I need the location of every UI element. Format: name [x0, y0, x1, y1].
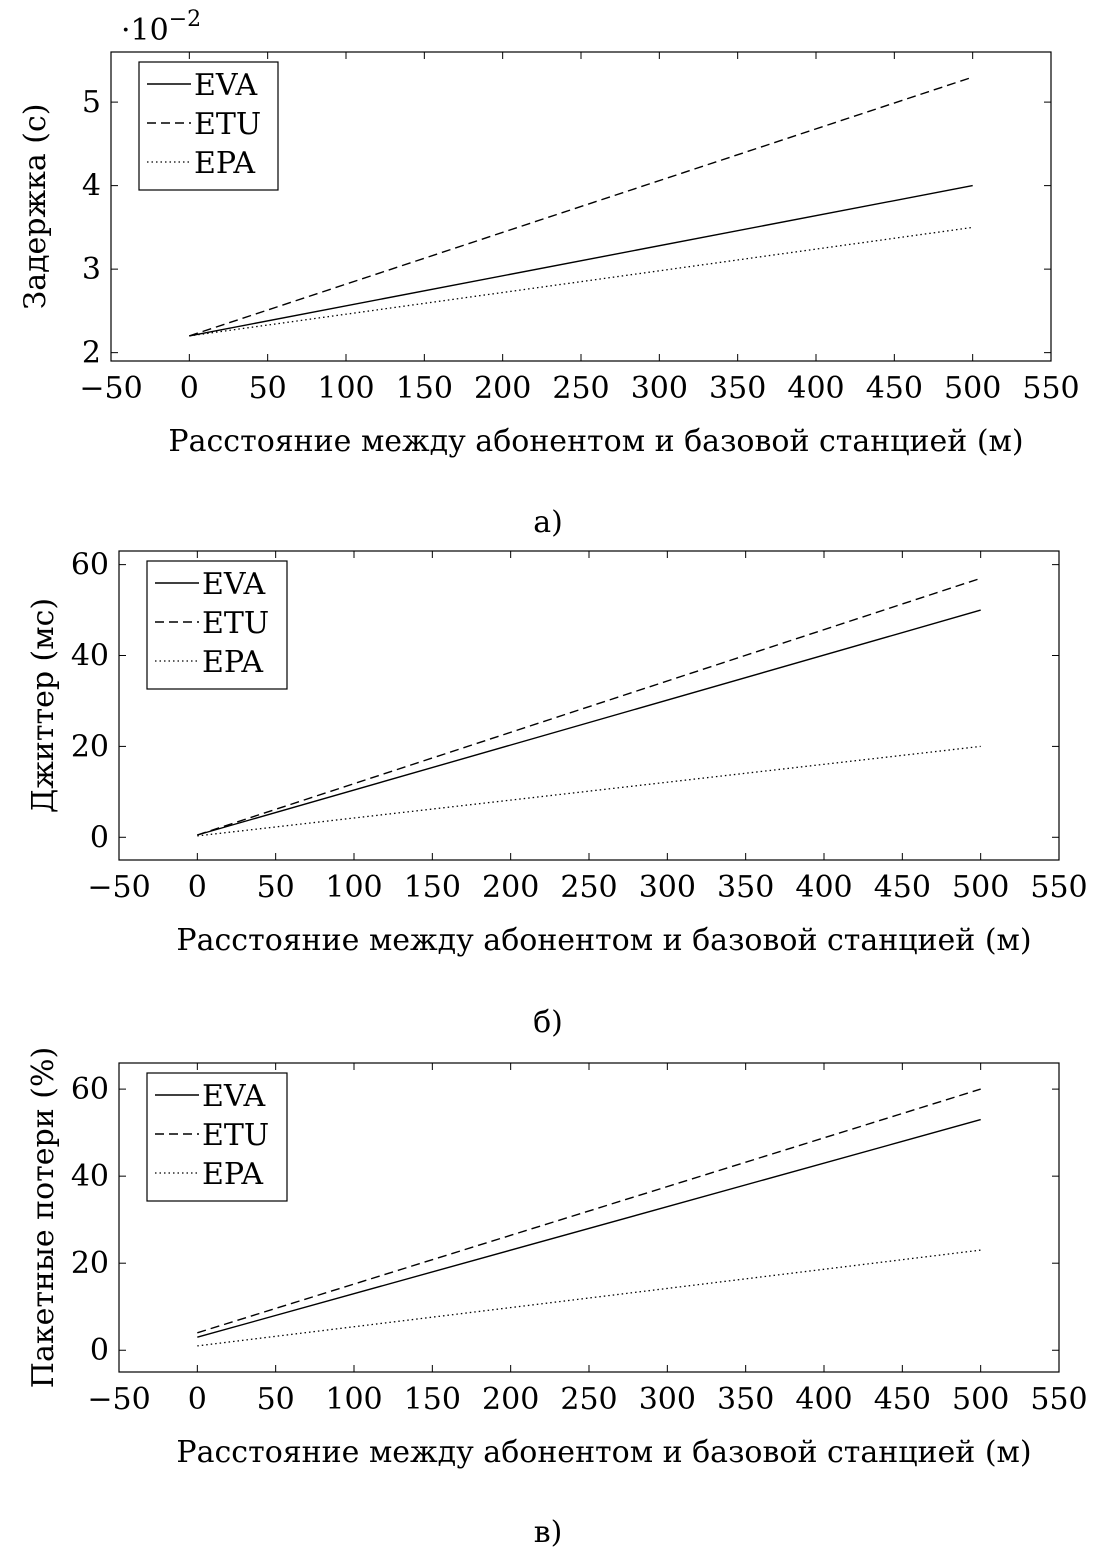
legend-label-epa: EPA	[202, 645, 263, 680]
x-tick-label: 150	[404, 870, 461, 905]
series-line-eva	[197, 609, 981, 836]
x-tick-label: 250	[552, 371, 609, 406]
y-tick-label: 5	[82, 85, 101, 120]
y-scale-factor: ·10−2	[121, 7, 201, 48]
x-tick-label: 450	[874, 1382, 931, 1417]
x-tick-label: 400	[795, 870, 852, 905]
x-tick-label: 200	[474, 371, 531, 406]
x-tick-label: 500	[952, 1382, 1009, 1417]
x-tick-label: 550	[1022, 371, 1079, 406]
x-tick-label: 450	[874, 870, 931, 905]
y-tick-label: 40	[71, 639, 109, 674]
y-tick-label: 60	[71, 548, 109, 583]
y-tick-label: 0	[90, 1333, 109, 1368]
chart-panel-1: −50 0 50 100 150 200 250 300 350 400 450 500 550 2 3 4 5…	[18, 7, 1080, 540]
y-tick-label: 3	[82, 252, 101, 287]
x-tick-label: 100	[325, 870, 382, 905]
x-tick-label: 350	[717, 870, 774, 905]
x-tick-label: 200	[482, 870, 539, 905]
legend-label-etu: ETU	[194, 107, 261, 142]
y-tick-label: 60	[71, 1072, 109, 1107]
legend-label-etu: ETU	[202, 606, 269, 641]
y-axis-label: Джиттер (мс)	[26, 598, 61, 813]
y-tick-label: 4	[82, 169, 101, 204]
y-tick-label: 2	[82, 336, 101, 371]
y-tick-label: 20	[71, 1246, 109, 1281]
x-tick-label: 500	[944, 371, 1001, 406]
chart-panel-2: −50 0 50 100 150 200 250 300 350 400 450 500 550 0 20 4…	[26, 548, 1088, 1040]
x-axis-label: Расстояние между абонентом и базовой ста…	[176, 923, 1031, 958]
x-tick-label: −50	[79, 371, 142, 406]
legend-label-eva: EVA	[202, 567, 266, 602]
series-line-epa	[197, 745, 981, 837]
series-line-epa	[197, 1249, 981, 1347]
y-tick-label: 40	[71, 1159, 109, 1194]
x-tick-label: 300	[631, 371, 688, 406]
x-tick-label: 400	[795, 1382, 852, 1417]
x-tick-label: 450	[866, 371, 923, 406]
x-tick-label: 0	[188, 870, 207, 905]
chart-panel-3: −50 0 50 100 150 200 250 300 350 400 450 500 550 0 20 4…	[26, 1047, 1088, 1550]
x-tick-label: 150	[404, 1382, 461, 1417]
x-tick-label: 100	[325, 1382, 382, 1417]
legend: EVA ETU EPA	[146, 560, 288, 690]
subfigure-caption: а)	[533, 505, 563, 540]
legend: EVA ETU EPA	[138, 61, 279, 191]
series-line-eva	[197, 1118, 981, 1338]
legend-label-epa: EPA	[202, 1157, 263, 1192]
legend: EVA ETU EPA	[146, 1072, 288, 1202]
x-tick-label: 550	[1030, 870, 1087, 905]
y-tick-label: 20	[71, 729, 109, 764]
series-line-epa	[189, 226, 973, 337]
subfigure-caption: б)	[533, 1005, 563, 1040]
series-line-etu	[189, 76, 973, 337]
x-tick-label: −50	[87, 870, 150, 905]
x-tick-label: 300	[639, 870, 696, 905]
x-tick-label: 200	[482, 1382, 539, 1417]
legend-label-epa: EPA	[194, 146, 255, 181]
x-tick-label: 50	[257, 1382, 295, 1417]
x-tick-label: 150	[396, 371, 453, 406]
x-tick-label: 100	[317, 371, 374, 406]
x-tick-label: 0	[180, 371, 199, 406]
y-tick-label: 0	[90, 820, 109, 855]
x-tick-label: 50	[257, 870, 295, 905]
legend-label-etu: ETU	[202, 1118, 269, 1153]
legend-label-eva: EVA	[202, 1079, 266, 1114]
x-tick-label: 550	[1030, 1382, 1087, 1417]
x-tick-label: 300	[639, 1382, 696, 1417]
x-tick-label: 350	[717, 1382, 774, 1417]
subfigure-caption: в)	[534, 1515, 563, 1550]
x-tick-label: 0	[188, 1382, 207, 1417]
x-tick-label: 50	[249, 371, 287, 406]
series-line-eva	[189, 184, 973, 337]
x-axis-label: Расстояние между абонентом и базовой ста…	[176, 1435, 1031, 1470]
series-line-etu	[197, 1088, 981, 1334]
x-tick-label: 350	[709, 371, 766, 406]
series-line-etu	[197, 577, 981, 836]
x-tick-label: 250	[560, 870, 617, 905]
x-tick-label: 250	[560, 1382, 617, 1417]
x-tick-label: 500	[952, 870, 1009, 905]
x-tick-label: 400	[787, 371, 844, 406]
y-axis-label: Задержка (с)	[18, 104, 53, 310]
x-axis-label: Расстояние между абонентом и базовой ста…	[168, 424, 1023, 459]
legend-label-eva: EVA	[194, 68, 258, 103]
x-tick-label: −50	[87, 1382, 150, 1417]
y-axis-label: Пакетные потери (%)	[26, 1047, 61, 1388]
